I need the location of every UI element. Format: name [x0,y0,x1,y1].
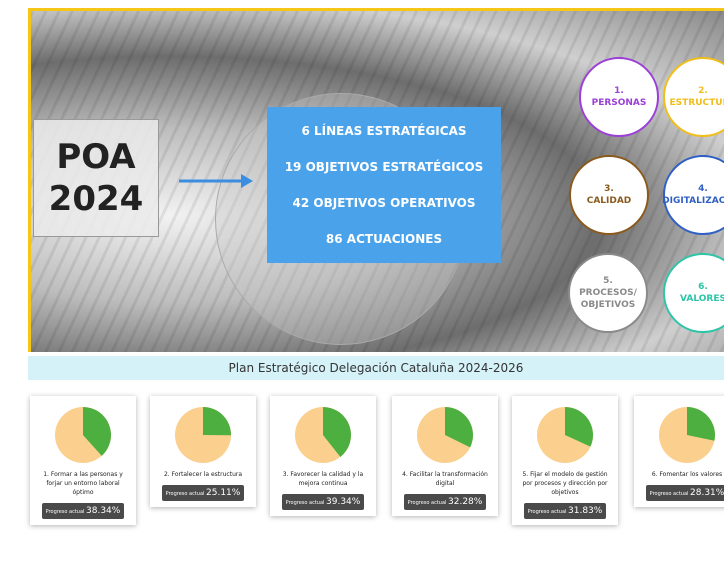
pie [173,404,233,466]
pie [53,404,113,466]
progress-prefix: Progreso actual [528,509,567,515]
progress-prefix: Progreso actual [650,491,689,497]
progress-value: 39.34% [326,497,360,507]
progress-prefix: Progreso actual [166,491,205,497]
category-name: CALIDAD [587,195,632,207]
category-circle: 3.CALIDAD [569,155,649,235]
pie [293,404,353,466]
progress-prefix: Progreso actual [286,500,325,506]
category-name: ESTRUCTURA [670,97,724,109]
category-number: 6. [698,281,708,293]
category-name: PROCESOS/ OBJETIVOS [570,287,646,311]
pie [535,404,595,466]
progress-badge: Progreso actual 39.34% [282,494,365,510]
progress-badge: Progreso actual 25.11% [162,485,245,501]
card-label: 1. Formar a las personas y forjar un ent… [38,470,128,497]
progress-value: 28.31% [690,488,724,498]
poa-text: 2024 [49,178,144,220]
objective-card: 2. Fortalecer la estructura Progreso actu… [150,396,256,507]
summary-box: 6 LÍNEAS ESTRATÉGICAS 19 OBJETIVOS ESTRAT… [267,107,501,263]
category-number: 2. [698,85,708,97]
progress-value: 32.28% [448,497,482,507]
plan-title: Plan Estratégico Delegación Cataluña 202… [28,356,724,380]
arrow [179,171,255,191]
card-label: 5. Fijar el modelo de gestión por proces… [520,470,610,497]
objective-card: 3. Favorecer la calidad y la mejora cont… [270,396,376,516]
progress-badge: Progreso actual 38.34% [42,503,125,519]
objective-card: 1. Formar a las personas y forjar un ent… [30,396,136,525]
category-number: 4. [698,183,708,195]
pie-progress [203,407,231,435]
progress-badge: Progreso actual 28.31% [646,485,724,501]
category-name: DIGITALIZACIÓN [662,195,724,207]
progress-prefix: Progreso actual [408,500,447,506]
card-label: 2. Fortalecer la estructura [158,470,248,479]
objective-card: 6. Fomentar los valores Progreso actual 2… [634,396,724,507]
category-name: PERSONAS [592,97,647,109]
objective-card: 5. Fijar el modelo de gestión por proces… [512,396,618,525]
card-label: 3. Favorecer la calidad y la mejora cont… [278,470,368,488]
progress-prefix: Progreso actual [46,509,85,515]
summary-line: 19 OBJETIVOS ESTRATÉGICOS [285,160,484,174]
pie [657,404,717,466]
objective-card: 4. Facilitar la transformación digital Pr… [392,396,498,516]
category-circle: 2.ESTRUCTURA [663,57,724,137]
page: {"banner":{"poa":["POA","2024"],"lines":… [0,0,724,573]
pie [415,404,475,466]
category-circle: 1.PERSONAS [579,57,659,137]
summary-line: 42 OBJETIVOS OPERATIVOS [293,196,476,210]
card-label: 6. Fomentar los valores [642,470,724,479]
category-circle: 5.PROCESOS/ OBJETIVOS [568,253,648,333]
category-number: 5. [603,275,613,287]
progress-badge: Progreso actual 31.83% [524,503,607,519]
progress-value: 38.34% [86,506,120,516]
category-number: 3. [604,183,614,195]
pie-progress [687,407,715,441]
summary-line: 86 ACTUACIONES [326,232,442,246]
category-number: 1. [614,85,624,97]
category-name: VALORES [680,293,724,305]
category-circle: 6.VALORES [663,253,724,333]
poa-text: POA [56,136,135,178]
category-circle: 4.DIGITALIZACIÓN [663,155,724,235]
progress-value: 31.83% [568,506,602,516]
progress-value: 25.11% [206,488,240,498]
summary-line: 6 LÍNEAS ESTRATÉGICAS [301,124,466,138]
progress-badge: Progreso actual 32.28% [404,494,487,510]
card-label: 4. Facilitar la transformación digital [400,470,490,488]
